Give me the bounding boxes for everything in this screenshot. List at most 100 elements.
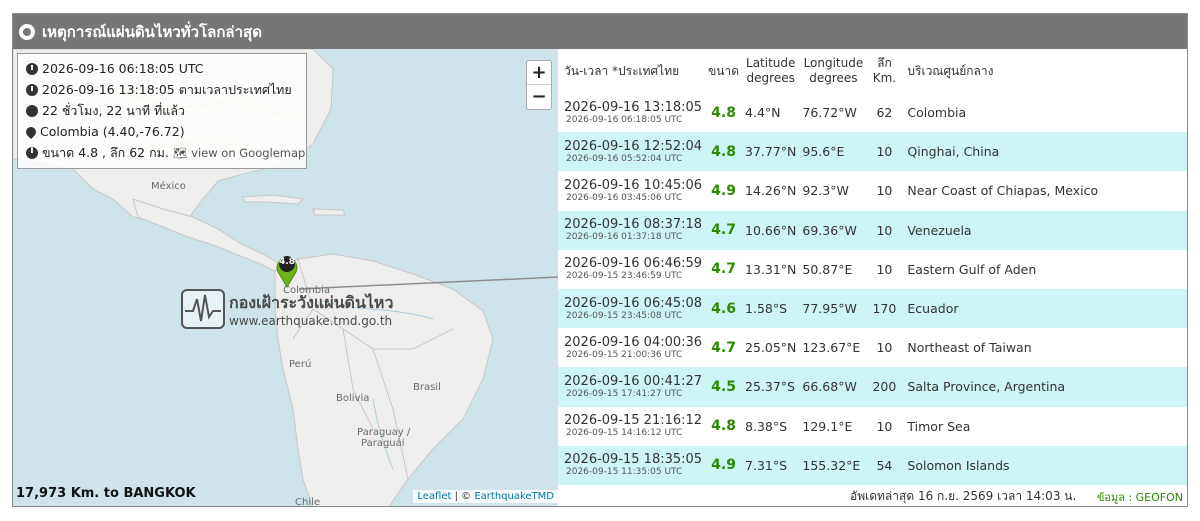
thai-time: 2026-09-16 06:45:08 (564, 295, 703, 311)
cell-depth: 200 (872, 379, 897, 395)
cell-longitude: 66.68°W (802, 379, 857, 395)
col-header-region: บริเวณศูนย์กลาง (901, 49, 1187, 93)
cell-time: 2026-09-16 08:37:18 2026-09-16 01:37:18 U… (558, 211, 705, 250)
utc-time: 2026-09-15 17:41:27 UTC (566, 388, 683, 399)
table-row[interactable]: 2026-09-16 06:46:59 2026-09-15 23:46:59 U… (558, 249, 1187, 289)
cell-latitude: 14.26°N (745, 183, 797, 199)
widget-header: เหตุการณ์แผ่นดินไหวทั่วโลกล่าสุด (13, 14, 1187, 49)
thai-time: 2026-09-15 21:16:12 (564, 413, 703, 429)
table-body: 2026-09-16 13:18:05 2026-09-16 06:18:05 U… (558, 93, 1187, 485)
utc-time: 2026-09-15 23:46:59 UTC (566, 271, 683, 282)
cell-magnitude: 4.9 (711, 457, 736, 474)
clock-icon (26, 83, 38, 96)
earthquake-map[interactable]: México Colombia Perú Brasil Bolivia Para… (13, 49, 558, 506)
cell-magnitude: 4.7 (711, 261, 736, 278)
thai-time: 2026-09-16 08:37:18 (564, 217, 703, 233)
cell-time: 2026-09-16 00:41:27 2026-09-15 17:41:27 U… (558, 367, 705, 406)
earthquaketmd-link[interactable]: EarthquakeTMD (474, 491, 554, 502)
map-label-paraguai: Paraguái (361, 438, 405, 449)
cell-depth: 54 (876, 457, 893, 473)
zoom-in-button[interactable]: + (527, 61, 551, 85)
info-thai-time: 2026-09-16 13:18:05 ตามเวลาประเทศไทย (42, 81, 292, 97)
table-row[interactable]: 2026-09-16 08:37:18 2026-09-16 01:37:18 U… (558, 210, 1187, 250)
cell-latitude: 7.31°S (745, 457, 788, 473)
googlemap-link[interactable]: 🗺 view on Googlemap (172, 145, 306, 160)
table-row[interactable]: 2026-09-16 12:52:04 2026-09-16 05:52:04 U… (558, 132, 1187, 172)
cell-latitude: 13.31°N (745, 261, 797, 277)
cell-region: Salta Province, Argentina (907, 379, 1066, 395)
table-row[interactable]: 2026-09-16 06:45:08 2026-09-15 23:45:08 U… (558, 288, 1187, 329)
cell-depth: 10 (876, 261, 893, 277)
cell-longitude: 123.67°E (802, 340, 861, 356)
map-link-icon: 🗺 (172, 145, 188, 160)
cell-latitude: 25.05°N (745, 340, 797, 356)
cell-longitude: 95.6°E (802, 144, 845, 160)
info-location-row: Colombia (4.40,-76.72) (23, 121, 298, 142)
col-header-magnitude: ขนาด (705, 49, 743, 93)
table-header-row: วัน-เวลา *ประเทศไทย ขนาด Latitude degree… (558, 49, 1187, 93)
cell-depth: 10 (876, 222, 893, 238)
thai-time: 2026-09-15 18:35:05 (564, 452, 703, 468)
cell-region: Ecuador (907, 301, 959, 317)
cell-magnitude: 4.7 (711, 222, 736, 239)
thai-time: 2026-09-16 06:46:59 (564, 256, 703, 272)
utc-time: 2026-09-15 14:16:12 UTC (566, 428, 683, 439)
table-row[interactable]: 2026-09-16 00:41:27 2026-09-15 17:41:27 U… (558, 367, 1187, 407)
table-row[interactable]: 2026-09-16 04:00:36 2026-09-15 21:00:36 U… (558, 328, 1187, 368)
info-icon (26, 145, 38, 159)
cell-latitude: 25.37°S (745, 379, 795, 395)
leaflet-link[interactable]: Leaflet (417, 491, 452, 502)
cell-region: Colombia (907, 105, 967, 121)
cell-magnitude: 4.9 (711, 182, 736, 199)
cell-latitude: 8.38°S (745, 418, 788, 434)
earthquake-marker[interactable]: 4.8 (275, 254, 299, 288)
cell-region: Timor Sea (907, 418, 971, 434)
map-label-bolivia: Bolivia (336, 393, 370, 404)
cell-latitude: 4.4°N (745, 105, 781, 121)
distance-to-bangkok: 17,973 Km. to BANGKOK (16, 486, 196, 501)
map-label-colombia: Colombia (283, 285, 330, 296)
info-location: Colombia (4.40,-76.72) (40, 124, 185, 139)
table-row[interactable]: 2026-09-15 21:16:12 2026-09-15 14:16:12 U… (558, 406, 1187, 446)
cell-time: 2026-09-15 18:35:05 2026-09-15 11:35:05 U… (558, 446, 705, 485)
cell-magnitude: 4.8 (711, 104, 736, 121)
clock-icon (26, 62, 38, 75)
cell-depth: 62 (876, 105, 893, 121)
cell-region: Solomon Islands (907, 457, 1010, 473)
utc-time: 2026-09-16 06:18:05 UTC (566, 114, 683, 125)
col-header-longitude: Longitude degrees (799, 49, 868, 93)
cell-latitude: 1.58°S (745, 301, 788, 317)
widget-title: เหตุการณ์แผ่นดินไหวทั่วโลกล่าสุด (42, 22, 262, 41)
earthquake-table: วัน-เวลา *ประเทศไทย ขนาด Latitude degree… (558, 49, 1187, 485)
map-label-brasil: Brasil (413, 382, 441, 393)
data-source[interactable]: ข้อมูล : GEOFON (1096, 491, 1183, 504)
cell-region: Venezuela (907, 222, 972, 238)
info-utc-row: 2026-09-16 06:18:05 UTC (26, 58, 298, 79)
thai-time: 2026-09-16 12:52:04 (564, 138, 703, 154)
info-utc-time: 2026-09-16 06:18:05 UTC (42, 61, 204, 76)
cell-longitude: 76.72°W (802, 105, 857, 121)
cell-magnitude: 4.5 (711, 378, 736, 395)
cell-region: Eastern Gulf of Aden (907, 261, 1037, 277)
zoom-out-button[interactable]: − (531, 86, 547, 107)
table-row[interactable]: 2026-09-15 18:35:05 2026-09-15 11:35:05 U… (558, 445, 1187, 485)
last-updated: อัพเดทล่าสุด 16 ก.ย. 2569 เวลา 14:03 น. (850, 489, 1077, 503)
table-row[interactable]: 2026-09-16 13:18:05 2026-09-16 06:18:05 U… (558, 93, 1187, 133)
info-magdepth: ขนาด 4.8 , ลึก 62 กม. (42, 144, 169, 160)
cell-magnitude: 4.6 (711, 300, 736, 317)
cell-time: 2026-09-16 13:18:05 2026-09-16 06:18:05 U… (558, 93, 705, 132)
earthquake-widget: เหตุการณ์แผ่นดินไหวทั่วโลกล่าสุด México (12, 13, 1188, 507)
cell-magnitude: 4.8 (711, 143, 736, 160)
cell-region: Northeast of Taiwan (907, 340, 1032, 356)
table-row[interactable]: 2026-09-16 10:45:06 2026-09-16 03:45:06 U… (558, 171, 1187, 211)
info-elapsed: 22 ชั่วโมง, 22 นาที ที่แล้ว (42, 102, 186, 118)
cell-longitude: 77.95°W (802, 301, 857, 317)
cell-depth: 10 (876, 183, 893, 199)
map-attribution: Leaflet | © EarthquakeTMD (413, 490, 558, 503)
utc-time: 2026-09-16 01:37:18 UTC (566, 232, 683, 243)
cell-time: 2026-09-15 21:16:12 2026-09-15 14:16:12 U… (558, 407, 705, 446)
cell-depth: 10 (876, 418, 893, 434)
table-footer: อัพเดทล่าสุด 16 ก.ย. 2569 เวลา 14:03 น. … (558, 485, 1187, 506)
cell-region: Near Coast of Chiapas, Mexico (907, 183, 1099, 199)
cell-longitude: 69.36°W (802, 222, 857, 238)
